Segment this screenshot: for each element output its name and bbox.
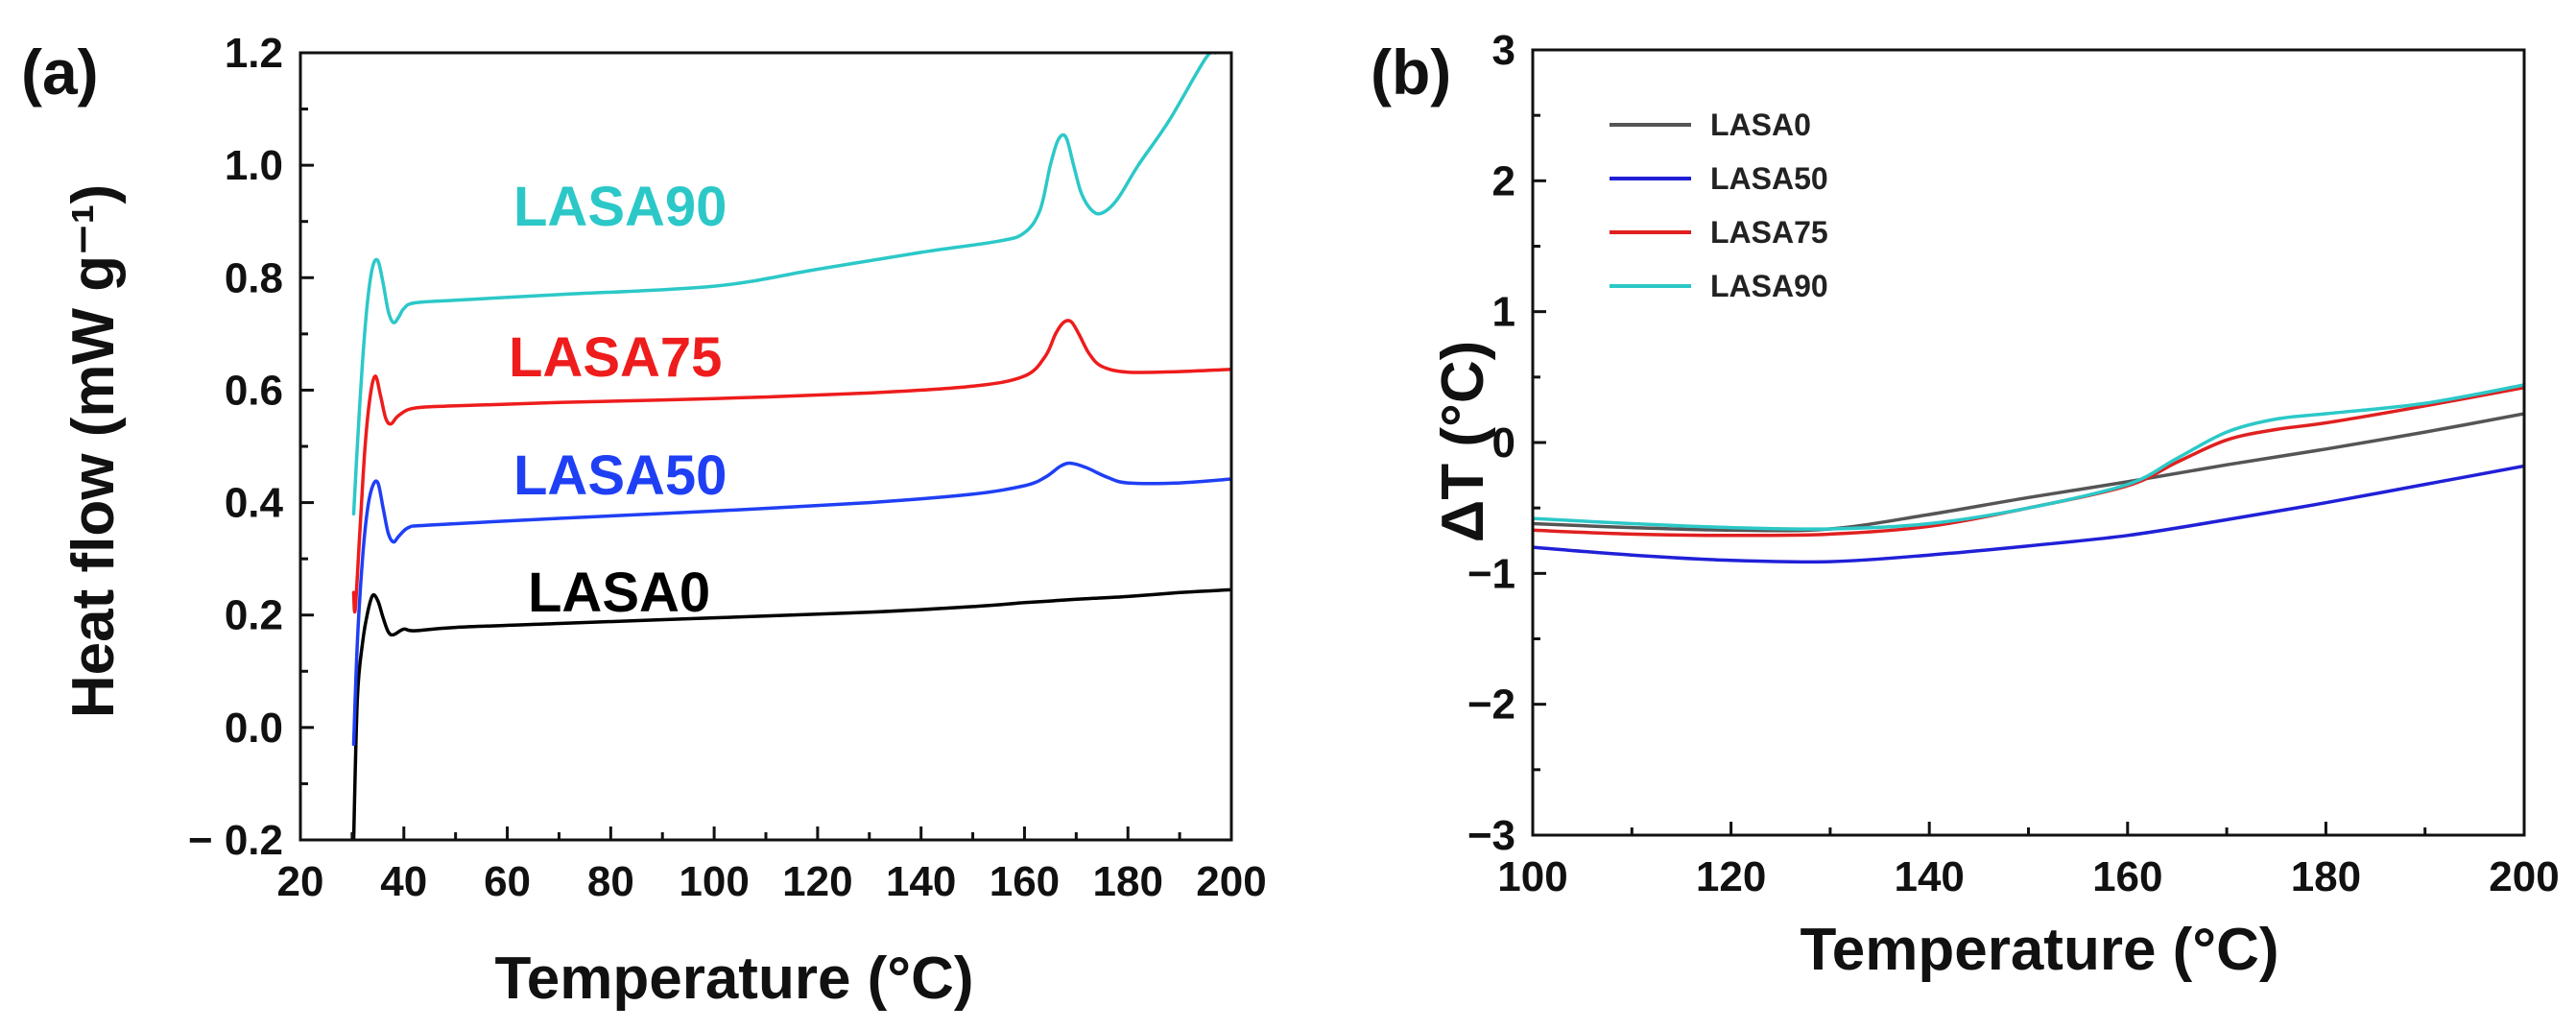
panel-a: (a) − 0.2 0.0 0.2 0.4 0.6 0.8 1.0 1.2 20 40 60 80 1…	[21, 30, 1267, 1012]
x-tick-label: 120	[782, 858, 852, 905]
panel-b-label: (b)	[1371, 36, 1451, 108]
y-tick-label: − 0.2	[188, 817, 283, 864]
legend-label: LASA90	[1710, 269, 1828, 303]
x-tick-label: 20	[277, 858, 324, 905]
panel-a-y-axis-title: Heat flow (mW g⁻¹)	[60, 184, 127, 718]
legend-item-lasa75: LASA75	[1610, 215, 1828, 250]
series-line-lasa75	[351, 319, 1231, 614]
y-tick-label: 0.4	[225, 480, 284, 527]
y-tick-label: 2	[1492, 157, 1515, 204]
panel-b-x-axis-title: Temperature (°C)	[1800, 917, 2278, 983]
x-tick-label: 80	[587, 858, 634, 905]
panel-a-x-ticks: 20 40 60 80 100 120 140 160 180 200	[277, 826, 1267, 905]
series-line-lasa50	[351, 461, 1231, 747]
x-tick-label: 40	[380, 858, 427, 905]
panel-b-y-axis-title: ΔT (°C)	[1430, 341, 1496, 543]
panel-b-series	[1533, 383, 2524, 564]
series-annotation-lasa90: LASA90	[513, 176, 727, 238]
x-tick-label: 200	[2489, 853, 2559, 900]
legend-label: LASA75	[1710, 215, 1828, 250]
y-tick-label: 1.2	[225, 30, 283, 77]
series-line-lasa50	[1533, 464, 2524, 564]
panel-b-x-ticks: 100 120 140 160 180 200	[1497, 822, 2560, 900]
series-line-lasa0	[1533, 412, 2524, 533]
y-tick-label: −3	[1467, 812, 1515, 859]
x-tick-label: 180	[2291, 853, 2361, 900]
y-tick-label: 1.0	[225, 142, 283, 189]
legend-item-lasa0: LASA0	[1610, 108, 1811, 142]
y-tick-label: 0	[1492, 419, 1515, 467]
y-tick-label: 1	[1492, 289, 1515, 336]
y-tick-label: 0.0	[225, 705, 283, 752]
series-annotation-lasa75: LASA75	[509, 326, 722, 389]
y-tick-label: 0.6	[225, 367, 283, 414]
panel-b-frame	[1531, 48, 2526, 837]
x-tick-label: 160	[2092, 853, 2162, 900]
panel-a-series	[351, 53, 1231, 840]
x-tick-label: 160	[990, 858, 1060, 905]
series-line-lasa90	[351, 53, 1218, 516]
legend-item-lasa50: LASA50	[1610, 161, 1828, 196]
y-tick-label: 0.8	[225, 254, 283, 301]
x-tick-label: 120	[1696, 853, 1766, 900]
series-annotation-lasa0: LASA0	[528, 562, 710, 624]
series-line-lasa0	[351, 587, 1231, 840]
legend-label: LASA0	[1710, 108, 1811, 142]
x-tick-label: 200	[1196, 858, 1266, 905]
panel-a-x-axis-title: Temperature (°C)	[494, 946, 973, 1012]
x-tick-label: 100	[1497, 853, 1567, 900]
y-tick-label: −2	[1467, 682, 1515, 729]
panel-a-annotations: LASA90 LASA75 LASA50 LASA0	[509, 176, 727, 624]
panel-b-y-ticks: −3 −2 −1 0 1 2 3	[1467, 27, 1546, 859]
legend-label: LASA50	[1710, 161, 1828, 196]
x-tick-label: 180	[1093, 858, 1163, 905]
x-tick-label: 140	[1894, 853, 1964, 900]
panel-a-label: (a)	[21, 36, 99, 108]
legend-item-lasa90: LASA90	[1610, 269, 1828, 303]
series-line-lasa90	[1533, 383, 2524, 531]
panel-a-frame	[298, 51, 1233, 842]
x-tick-label: 100	[679, 858, 749, 905]
y-tick-label: −1	[1467, 550, 1515, 597]
y-tick-label: 0.2	[225, 592, 283, 639]
panel-b-legend: LASA0 LASA50 LASA75 LASA90	[1610, 108, 1828, 303]
x-tick-label: 140	[886, 858, 956, 905]
x-tick-label: 60	[484, 858, 531, 905]
y-tick-label: 3	[1492, 27, 1515, 74]
series-annotation-lasa50: LASA50	[513, 444, 727, 507]
panel-a-y-ticks: − 0.2 0.0 0.2 0.4 0.6 0.8 1.0 1.2	[188, 30, 314, 864]
